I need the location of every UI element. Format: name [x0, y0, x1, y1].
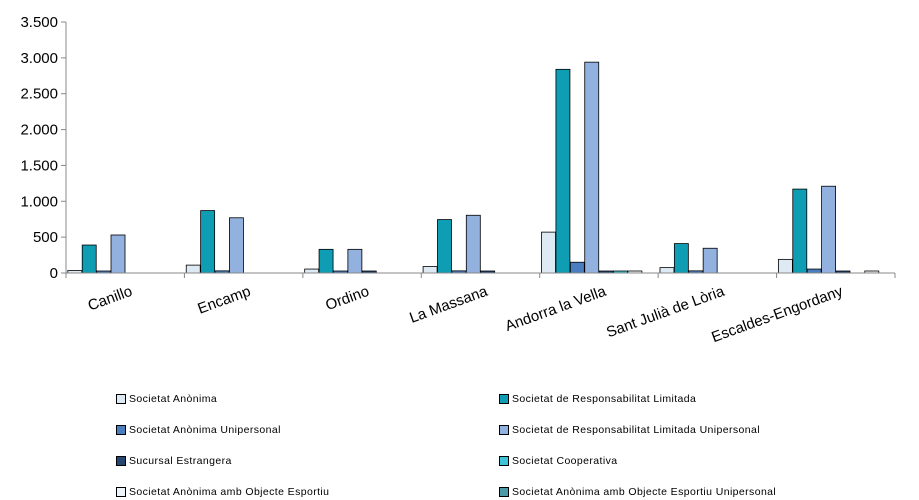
bar	[465, 214, 481, 274]
legend-swatch	[116, 456, 126, 466]
legend-label: Societat Anònima	[129, 393, 218, 405]
legend-label: Societat de Responsabilitat Limitada	[512, 393, 697, 405]
bar-chart: 0 500 1.000 1.500 2.000 2.500 3.000 3.500 Canil…	[20, 14, 896, 346]
bar	[555, 68, 571, 274]
legend-item: Societat Anònima Unipersonal	[116, 423, 281, 437]
bar	[806, 268, 822, 274]
legend-item: Societat Cooperativa	[499, 454, 617, 468]
legend-swatch	[499, 394, 509, 404]
x-tick-label: Ordino	[323, 283, 371, 314]
bar	[437, 219, 452, 274]
bars	[67, 61, 880, 274]
legend-item: Societat de Responsabilitat Limitada	[499, 392, 696, 406]
legend-item: Societat Anònima amb Objecte Esportiu Un…	[499, 485, 776, 499]
y-tick-label: 1.500	[20, 157, 58, 174]
legend-label: Societat Anònima amb Objecte Esportiu Un…	[512, 486, 777, 498]
bar	[702, 247, 718, 274]
bar	[584, 61, 600, 274]
legend-swatch	[116, 487, 126, 497]
y-tick-label: 0	[50, 265, 58, 282]
y-tick-label: 500	[33, 229, 58, 246]
legend-item: Societat Anònima	[116, 392, 217, 406]
x-tick-label: Encamp	[195, 283, 253, 318]
bar	[792, 188, 808, 274]
bar	[81, 244, 97, 274]
bar	[422, 266, 438, 274]
y-tick-label: 3.500	[20, 14, 58, 31]
legend-label: Societat Cooperativa	[512, 455, 618, 467]
y-axis: 0 500 1.000 1.500 2.000 2.500 3.000 3.500	[20, 14, 67, 282]
y-tick-label: 2.000	[20, 122, 58, 139]
legend-label: Societat Anònima Unipersonal	[129, 424, 281, 436]
legend-item: Sucursal Estrangera	[116, 454, 232, 468]
legend-label: Societat Anònima amb Objecte Esportiu	[129, 486, 330, 498]
bar	[673, 243, 689, 274]
legend-swatch	[499, 425, 509, 435]
y-tick-label: 3.000	[20, 50, 58, 67]
bar	[659, 267, 675, 274]
bar	[229, 217, 244, 274]
bar	[318, 248, 334, 274]
bar	[777, 258, 793, 274]
legend-swatch	[116, 425, 126, 435]
bar	[541, 231, 556, 274]
legend-item: Societat de Responsabilitat Limitada Uni…	[499, 423, 760, 437]
bar	[110, 234, 126, 274]
legend-label: Sucursal Estrangera	[129, 455, 232, 467]
y-tick-label: 1.000	[20, 193, 58, 210]
x-tick-label: Sant Julià de Lòria	[604, 283, 727, 342]
bar	[821, 185, 836, 274]
legend-item: Societat Anònima amb Objecte Esportiu	[116, 485, 329, 499]
x-tick-label: Canillo	[86, 283, 135, 315]
legend-swatch	[116, 394, 126, 404]
x-tick-label: Escaldes-Engordany	[709, 283, 845, 346]
x-tick-label: Andorra la Vella	[503, 283, 609, 335]
bar	[347, 248, 363, 274]
x-tick-label: La Massana	[407, 283, 490, 327]
y-tick-label: 2.500	[20, 86, 58, 103]
bar	[569, 261, 585, 274]
legend-swatch	[499, 456, 509, 466]
bar	[200, 210, 216, 274]
bar	[304, 268, 320, 274]
bar	[185, 264, 201, 274]
legend-label: Societat de Responsabilitat Limitada Uni…	[512, 424, 761, 436]
x-axis: Canillo Encamp Ordino La Massana Andorra la …	[65, 272, 896, 346]
legend-swatch	[499, 487, 509, 497]
